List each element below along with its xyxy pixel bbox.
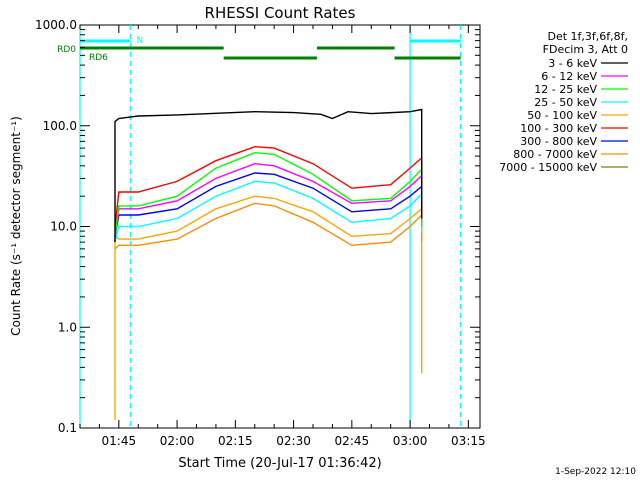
legend-entry-1: 6 - 12 keV xyxy=(541,70,597,83)
series-line-3 xyxy=(114,180,423,243)
series-line-4 xyxy=(114,195,423,420)
x-tick-label-2: 02:15 xyxy=(218,434,253,448)
state-label-n: N xyxy=(136,36,143,46)
legend-entry-7: 800 - 7000 keV xyxy=(513,148,597,161)
state-label-rd6: RD6 xyxy=(89,53,108,63)
footer-timestamp: 1-Sep-2022 12:10 xyxy=(555,467,636,477)
legend: Det 1f,3f,6f,8f,FDecim 3, Att 03 - 6 keV… xyxy=(499,30,628,174)
x-tick-label-3: 02:30 xyxy=(276,434,311,448)
y-tick-label-4: 1000.0 xyxy=(35,18,77,32)
series-lines xyxy=(114,108,423,420)
legend-entry-6: 300 - 800 keV xyxy=(520,135,597,148)
legend-entry-5: 100 - 300 keV xyxy=(520,122,597,135)
x-axis: 01:45 02:00 02:15 02:30 02:45 03:00 03:15 xyxy=(79,25,486,448)
y-tick-label-0: 0.1 xyxy=(58,421,77,435)
series-line-2 xyxy=(114,151,423,237)
attenuator-state-bars: RD0 RD6 N xyxy=(57,36,461,63)
legend-entry-2: 12 - 25 keV xyxy=(534,83,597,96)
series-line-6 xyxy=(114,172,423,237)
y-tick-label-1: 1.0 xyxy=(58,320,77,334)
series-line-7 xyxy=(114,202,423,250)
series-line-1 xyxy=(114,162,423,237)
legend-header-0: Det 1f,3f,6f,8f, xyxy=(547,30,628,43)
legend-entry-8: 7000 - 15000 keV xyxy=(499,161,597,174)
x-tick-label-6: 03:15 xyxy=(451,434,486,448)
x-tick-label-0: 01:45 xyxy=(102,434,137,448)
x-tick-label-1: 02:00 xyxy=(160,434,195,448)
y-axis: 0.1 1.0 10.0 100.0 1000.0 xyxy=(35,18,480,435)
x-axis-label: Start Time (20-Jul-17 01:36:42) xyxy=(178,456,381,471)
x-tick-label-4: 02:45 xyxy=(335,434,370,448)
x-tick-label-5: 03:00 xyxy=(393,434,428,448)
legend-entry-3: 25 - 50 keV xyxy=(534,96,597,109)
series-line-5 xyxy=(114,145,423,227)
legend-entry-4: 50 - 100 keV xyxy=(527,109,597,122)
series-line-0 xyxy=(114,108,423,243)
y-axis-label: Count Rate (s⁻¹ detector segment⁻¹) xyxy=(9,116,23,336)
y-tick-label-2: 10.0 xyxy=(50,220,77,234)
y-tick-label-3: 100.0 xyxy=(43,119,77,133)
chart-title: RHESSI Count Rates xyxy=(205,4,356,22)
legend-entry-0: 3 - 6 keV xyxy=(548,57,597,70)
state-label-rd0: RD0 xyxy=(57,45,76,55)
legend-header-1: FDecim 3, Att 0 xyxy=(543,43,628,56)
